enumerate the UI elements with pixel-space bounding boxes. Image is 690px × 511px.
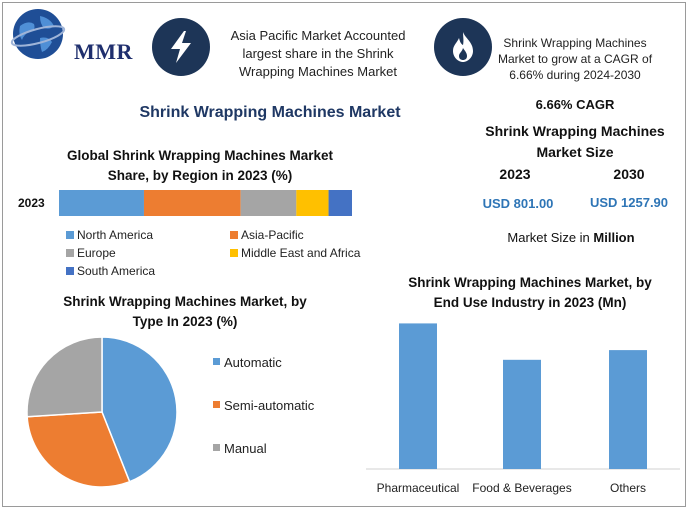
legend-swatch bbox=[66, 267, 74, 275]
type-chart-title: Shrink Wrapping Machines Market, by Type… bbox=[40, 292, 330, 332]
legend-swatch bbox=[66, 249, 74, 257]
main-title: Shrink Wrapping Machines Market bbox=[139, 104, 401, 121]
region-bar-segment bbox=[59, 190, 144, 216]
lightning-icon bbox=[171, 31, 191, 63]
region-chart-svg: North America Asia-Pacific Europe Middle Ea… bbox=[59, 190, 361, 278]
region-bar-segment bbox=[240, 190, 297, 216]
legend-label: Semi-automatic bbox=[224, 398, 315, 413]
year-2030: 2030 bbox=[613, 166, 645, 182]
enduse-bar bbox=[503, 359, 541, 469]
legend-label: South America bbox=[77, 264, 155, 278]
legend-label: Middle East and Africa bbox=[241, 246, 361, 260]
legend-label: Automatic bbox=[224, 355, 282, 370]
x-tick-label: Food & Beverages bbox=[472, 481, 571, 495]
market-size-2023: USD 801.00 bbox=[482, 196, 554, 211]
legend-swatch bbox=[66, 231, 74, 239]
type-chart-title-line2: Type In 2023 (%) bbox=[132, 314, 238, 329]
flame-icon bbox=[453, 32, 473, 62]
region-chart-title: Global Shrink Wrapping Machines Market S… bbox=[40, 146, 360, 186]
region-chart-category-label: 2023 bbox=[18, 196, 45, 210]
enduse-bar bbox=[609, 350, 647, 469]
region-bar-segment bbox=[328, 190, 352, 216]
x-tick-label: Others bbox=[610, 481, 646, 495]
market-size-title-line2: Market Size bbox=[536, 144, 614, 160]
infographic-frame bbox=[2, 2, 686, 507]
legend-label: North America bbox=[77, 228, 153, 242]
enduse-chart-title: Shrink Wrapping Machines Market, by End … bbox=[380, 273, 680, 313]
type-chart-svg: Automatic Semi-automatic Manual bbox=[26, 336, 315, 488]
market-size-2030: USD 1257.90 bbox=[589, 195, 669, 210]
legend-label: Asia-Pacific bbox=[241, 228, 304, 242]
header-box1-text: Asia Pacific Market Accounted largest sh… bbox=[230, 28, 406, 79]
pie-slice bbox=[26, 336, 103, 418]
pie-slice bbox=[26, 411, 131, 488]
legend-swatch bbox=[230, 231, 238, 239]
legend-swatch bbox=[213, 358, 220, 365]
type-chart-title-line1: Shrink Wrapping Machines Market, by bbox=[63, 294, 307, 309]
header-box2-text: Shrink Wrapping Machines Market to grow … bbox=[497, 36, 653, 82]
legend-swatch bbox=[213, 444, 220, 451]
enduse-chart-title-line1: Shrink Wrapping Machines Market, by bbox=[408, 275, 652, 290]
logo-text: MMR bbox=[74, 39, 133, 64]
globe-icon bbox=[10, 9, 66, 59]
market-size-unit-bold: Million bbox=[593, 230, 635, 245]
legend-label: Europe bbox=[77, 246, 116, 260]
legend-swatch bbox=[213, 401, 220, 408]
region-bar-segment bbox=[296, 190, 329, 216]
enduse-chart-title-line2: End Use Industry in 2023 (Mn) bbox=[433, 295, 627, 310]
flame-icon-badge bbox=[434, 18, 492, 76]
market-size-unit: Market Size in Million bbox=[486, 230, 656, 245]
legend-label: Manual bbox=[224, 441, 267, 456]
region-bar-segment bbox=[143, 190, 241, 216]
region-chart-title-line1: Global Shrink Wrapping Machines Market bbox=[66, 148, 334, 163]
x-tick-label: Pharmaceutical bbox=[377, 481, 460, 495]
market-size-title-line1: Shrink Wrapping Machines bbox=[485, 123, 665, 139]
market-size-unit-prefix: Market Size in bbox=[507, 230, 594, 245]
region-chart-title-line2: Share, by Region in 2023 (%) bbox=[107, 168, 293, 183]
cagr-value: 6.66% CAGR bbox=[535, 97, 615, 112]
enduse-chart-svg: Pharmaceutical Food & Beverages Others bbox=[366, 323, 680, 495]
year-2023: 2023 bbox=[499, 166, 531, 182]
pie-slice bbox=[101, 336, 178, 483]
legend-swatch bbox=[230, 249, 238, 257]
enduse-bar bbox=[399, 323, 437, 469]
logo: MMR bbox=[10, 6, 138, 64]
lightning-icon-badge bbox=[152, 18, 210, 76]
